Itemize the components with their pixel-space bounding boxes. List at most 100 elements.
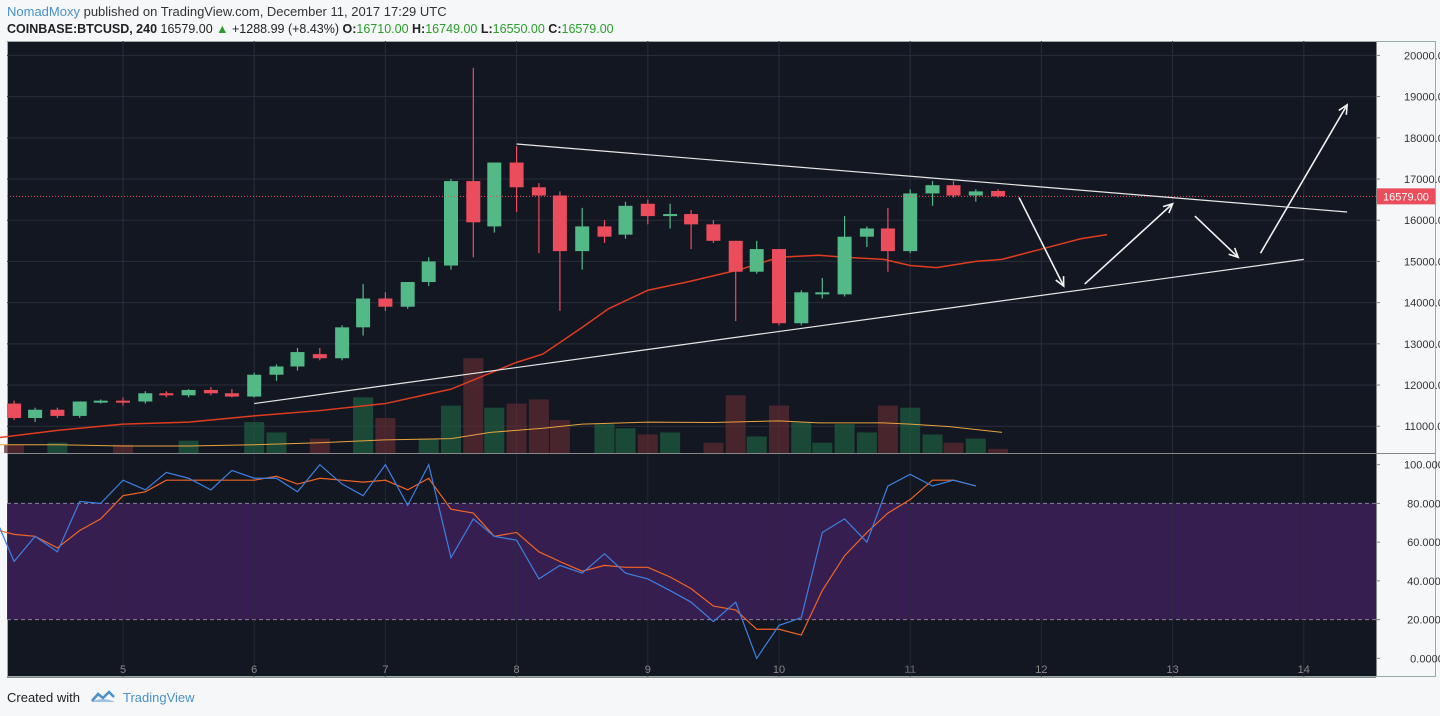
last-price-tag: [1377, 188, 1435, 205]
trendline: [254, 258, 1304, 405]
y-tick-label: 15000.00: [1404, 256, 1440, 268]
y-tick-label: 12000.00: [1404, 380, 1440, 392]
stoch-y-tick-label: 0.0000: [1410, 653, 1440, 665]
candle-body: [968, 191, 983, 196]
candle-body: [772, 249, 786, 324]
volume-bar: [353, 397, 374, 453]
candle-body: [509, 162, 524, 188]
candle-body: [312, 354, 327, 359]
x-tick-label: 12: [1035, 664, 1047, 676]
candle-body: [72, 401, 87, 416]
y-tick-label: 14000.00: [1404, 298, 1440, 310]
candle-body: [575, 226, 590, 252]
volume-bar: [900, 407, 921, 453]
high-value: 16749.00: [425, 22, 478, 36]
volume-bar: [375, 417, 396, 453]
symbol-label: COINBASE:BTCUSD, 240: [7, 22, 158, 36]
volume-bar: [549, 420, 570, 453]
y-tick-label: 19000.00: [1404, 92, 1440, 104]
volume-bar: [988, 448, 1009, 453]
volume-bar: [769, 405, 789, 453]
candle-body: [794, 292, 809, 324]
candle-body: [159, 393, 174, 396]
volume-bar: [660, 432, 681, 453]
volume-bar: [244, 422, 265, 453]
candle-body: [50, 409, 65, 416]
arrow-head-icon: [1055, 276, 1065, 288]
low-value: 16550.00: [492, 22, 545, 36]
volume-bar: [594, 424, 615, 453]
candle-body: [421, 261, 436, 283]
volume-bar: [877, 405, 898, 453]
y-tick-label: 13000.00: [1404, 339, 1440, 351]
high-label: H:: [412, 22, 426, 36]
open-label: O:: [342, 22, 357, 36]
volume-bar: [441, 405, 461, 453]
candle-body: [706, 224, 721, 241]
price-change: +1288.99 (+8.43%): [232, 22, 340, 36]
arrow-head-icon: [1228, 247, 1240, 259]
x-tick-label: 9: [645, 664, 651, 676]
x-tick-label: 13: [1166, 664, 1178, 676]
author-link[interactable]: NomadMoxy: [7, 4, 80, 19]
low-label: L:: [480, 22, 493, 36]
candle-body: [640, 203, 655, 217]
candle-body: [378, 298, 393, 307]
candle-body: [531, 187, 546, 196]
candle-body: [356, 298, 371, 328]
volume-bar: [943, 442, 964, 453]
candle-body: [466, 181, 481, 223]
volume-bar: [791, 422, 812, 453]
tradingview-brand-link[interactable]: TradingView: [123, 690, 195, 705]
volume-bar: [703, 442, 724, 453]
candle-body: [93, 400, 108, 403]
last-price: 16579.00: [160, 22, 213, 36]
y-tick-label: 17000.00: [1404, 174, 1440, 186]
projection-arrow-line: [1018, 197, 1065, 287]
symbol-ohlc-bar: COINBASE:BTCUSD, 240 16579.00 ▲ +1288.99…: [7, 22, 614, 36]
x-tick-label: 10: [773, 664, 785, 676]
volume-bar: [484, 407, 505, 453]
volume-bar: [637, 434, 658, 453]
candle-body: [7, 403, 22, 418]
candle-body: [335, 327, 350, 359]
x-tick-label: 7: [382, 664, 388, 676]
volume-bar: [418, 438, 439, 453]
stoch-y-tick-label: 60.0000: [1407, 537, 1440, 549]
projection-arrow-line: [1084, 203, 1174, 285]
candle-body: [903, 193, 918, 252]
candle-body: [684, 214, 699, 225]
candle-body: [290, 352, 305, 367]
volume-bar: [266, 432, 287, 453]
stoch-band: [7, 503, 1376, 620]
footer: Created with TradingView: [7, 690, 195, 707]
candle-body: [880, 228, 895, 252]
projection-arrow-line: [1194, 215, 1239, 258]
arrow-head-icon: [1338, 103, 1349, 115]
chart-frame: [7, 41, 1436, 677]
stoch-d-line: [0, 475, 976, 636]
candle-body: [400, 282, 415, 307]
volume-bar: [746, 436, 767, 453]
volume-bar: [725, 395, 746, 453]
close-value: 16579.00: [561, 22, 614, 36]
y-tick-label: 18000.00: [1404, 133, 1440, 145]
y-tick-label: 11000.00: [1404, 421, 1440, 433]
x-tick-label: 14: [1298, 664, 1310, 676]
volume-bar: [615, 428, 636, 453]
candle-body: [487, 162, 502, 227]
candle-body: [946, 185, 961, 196]
volume-bar: [856, 432, 877, 453]
volume-bar: [113, 444, 133, 453]
x-tick-label: 8: [514, 664, 520, 676]
candle-body: [181, 389, 196, 396]
candle-body: [138, 393, 153, 402]
candle-body: [224, 393, 239, 397]
candle-body: [269, 366, 284, 375]
open-value: 16710.00: [356, 22, 409, 36]
candle-body: [728, 240, 743, 272]
volume-ma-line: [0, 420, 1003, 447]
close-label: C:: [548, 22, 562, 36]
volume-bar: [812, 442, 833, 453]
